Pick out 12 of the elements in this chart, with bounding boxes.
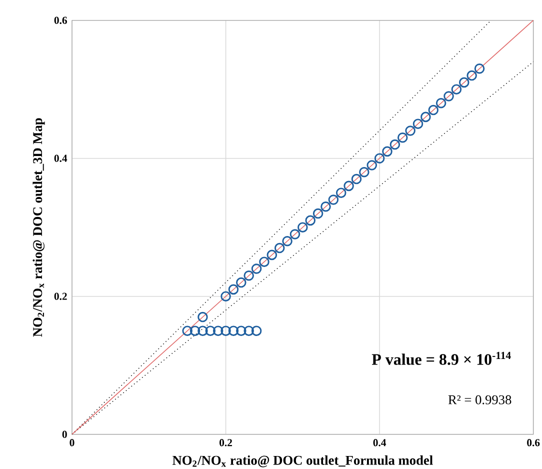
y-tick-label: 0.6 [54,16,67,24]
y-tick-label: 0 [62,430,67,438]
x-tick-label: 0.6 [527,439,540,446]
annotation: R² = 0.9938 [448,395,512,404]
y-axis-title: NO$_{2}$/NO$_{x}$ ratio@ DOC outlet_3D Map [32,118,45,337]
y-tick-label: 0.4 [54,154,68,162]
x-axis-title: NO$_{2}$/NO$_{x}$ ratio@ DOC outlet_Formula model [172,455,433,468]
annotation: P value = 8.9 × 10$^{-114}$ [372,352,511,365]
x-tick-label: 0.2 [220,439,232,446]
y-tick-label: 0.2 [54,292,67,300]
x-tick-label: 0 [70,439,74,446]
x-tick-label: 0.4 [373,439,386,446]
